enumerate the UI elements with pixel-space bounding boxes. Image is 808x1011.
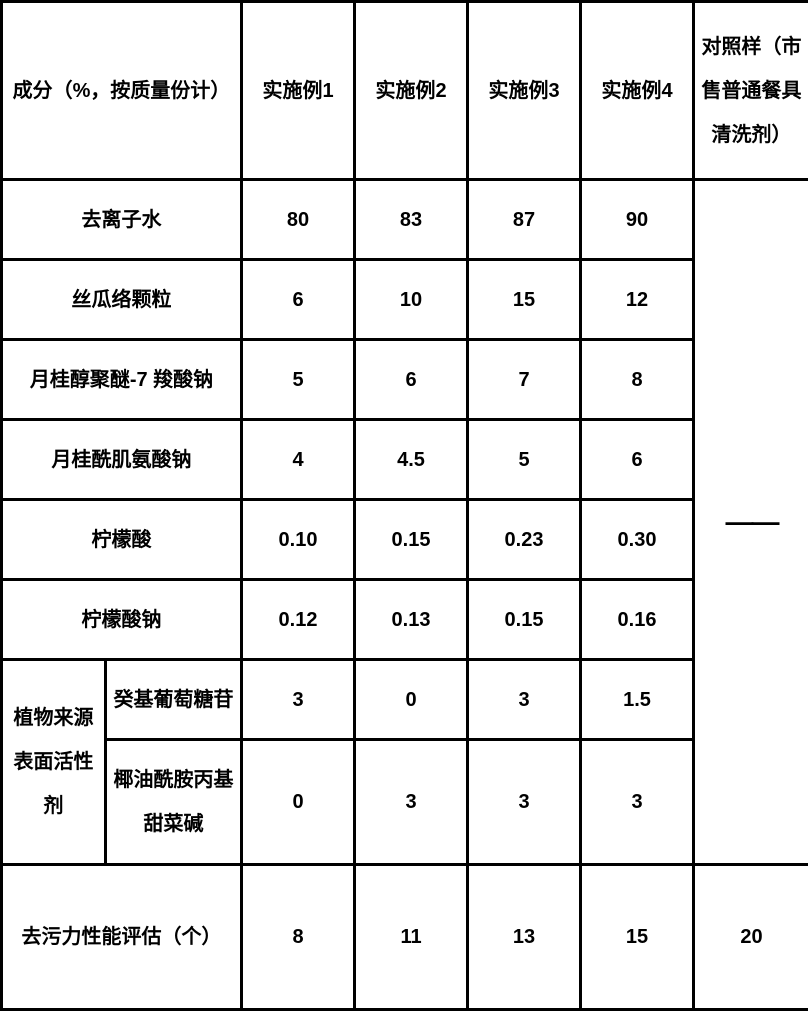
cell-value: 6 <box>581 420 694 500</box>
cell-value: 20 <box>694 865 808 1010</box>
table-row: 月桂酰肌氨酸钠 4 4.5 5 6 <box>2 420 808 500</box>
header-ex3: 实施例3 <box>468 2 581 180</box>
cell-value: 1.5 <box>581 660 694 740</box>
cell-value: 12 <box>581 260 694 340</box>
row-label: 柠檬酸 <box>2 500 242 580</box>
cell-value: 0.16 <box>581 580 694 660</box>
cell-value: 90 <box>581 180 694 260</box>
cell-value: 0.13 <box>355 580 468 660</box>
cell-value: 3 <box>355 740 468 865</box>
row-label: 月桂醇聚醚-7 羧酸钠 <box>2 340 242 420</box>
row-label: 月桂酰肌氨酸钠 <box>2 420 242 500</box>
cell-value: 80 <box>242 180 355 260</box>
surfactant-group-label: 植物来源表面活性剂 <box>2 660 106 865</box>
cell-value: 5 <box>468 420 581 500</box>
cell-value: 6 <box>242 260 355 340</box>
control-merged-cell: —— <box>694 180 808 865</box>
row-label: 柠檬酸钠 <box>2 580 242 660</box>
cell-value: 4 <box>242 420 355 500</box>
cell-value: 3 <box>468 740 581 865</box>
table-header-row: 成分（%，按质量份计） 实施例1 实施例2 实施例3 实施例4 对照样（市售普通… <box>2 2 808 180</box>
cell-value: 8 <box>242 865 355 1010</box>
footer-row: 去污力性能评估（个） 8 11 13 15 20 <box>2 865 808 1010</box>
cell-value: 0 <box>355 660 468 740</box>
table-row: 丝瓜络颗粒 6 10 15 12 <box>2 260 808 340</box>
dash-mark: —— <box>726 506 778 537</box>
cell-value: 3 <box>581 740 694 865</box>
row-label: 丝瓜络颗粒 <box>2 260 242 340</box>
cell-value: 15 <box>581 865 694 1010</box>
footer-label: 去污力性能评估（个） <box>2 865 242 1010</box>
table-row: 植物来源表面活性剂 癸基葡萄糖苷 3 0 3 1.5 <box>2 660 808 740</box>
table-row: 椰油酰胺丙基甜菜碱 0 3 3 3 <box>2 740 808 865</box>
cell-value: 87 <box>468 180 581 260</box>
header-ex4: 实施例4 <box>581 2 694 180</box>
table-row: 月桂醇聚醚-7 羧酸钠 5 6 7 8 <box>2 340 808 420</box>
header-ex1: 实施例1 <box>242 2 355 180</box>
cell-value: 8 <box>581 340 694 420</box>
header-ex2: 实施例2 <box>355 2 468 180</box>
cell-value: 0.12 <box>242 580 355 660</box>
cell-value: 7 <box>468 340 581 420</box>
table-row: 柠檬酸 0.10 0.15 0.23 0.30 <box>2 500 808 580</box>
header-component: 成分（%，按质量份计） <box>2 2 242 180</box>
cell-value: 10 <box>355 260 468 340</box>
composition-table: 成分（%，按质量份计） 实施例1 实施例2 实施例3 实施例4 对照样（市售普通… <box>0 0 808 1011</box>
cell-value: 11 <box>355 865 468 1010</box>
cell-value: 0.23 <box>468 500 581 580</box>
cell-value: 4.5 <box>355 420 468 500</box>
cell-value: 13 <box>468 865 581 1010</box>
cell-value: 5 <box>242 340 355 420</box>
surfactant-sub-label: 癸基葡萄糖苷 <box>106 660 242 740</box>
surfactant-sub-label: 椰油酰胺丙基甜菜碱 <box>106 740 242 865</box>
cell-value: 6 <box>355 340 468 420</box>
cell-value: 3 <box>468 660 581 740</box>
cell-value: 0.30 <box>581 500 694 580</box>
row-label: 去离子水 <box>2 180 242 260</box>
cell-value: 0.10 <box>242 500 355 580</box>
cell-value: 3 <box>242 660 355 740</box>
cell-value: 0.15 <box>355 500 468 580</box>
cell-value: 15 <box>468 260 581 340</box>
header-control: 对照样（市售普通餐具清洗剂） <box>694 2 808 180</box>
cell-value: 0.15 <box>468 580 581 660</box>
table-row: 柠檬酸钠 0.12 0.13 0.15 0.16 <box>2 580 808 660</box>
cell-value: 83 <box>355 180 468 260</box>
cell-value: 0 <box>242 740 355 865</box>
table-row: 去离子水 80 83 87 90 —— <box>2 180 808 260</box>
